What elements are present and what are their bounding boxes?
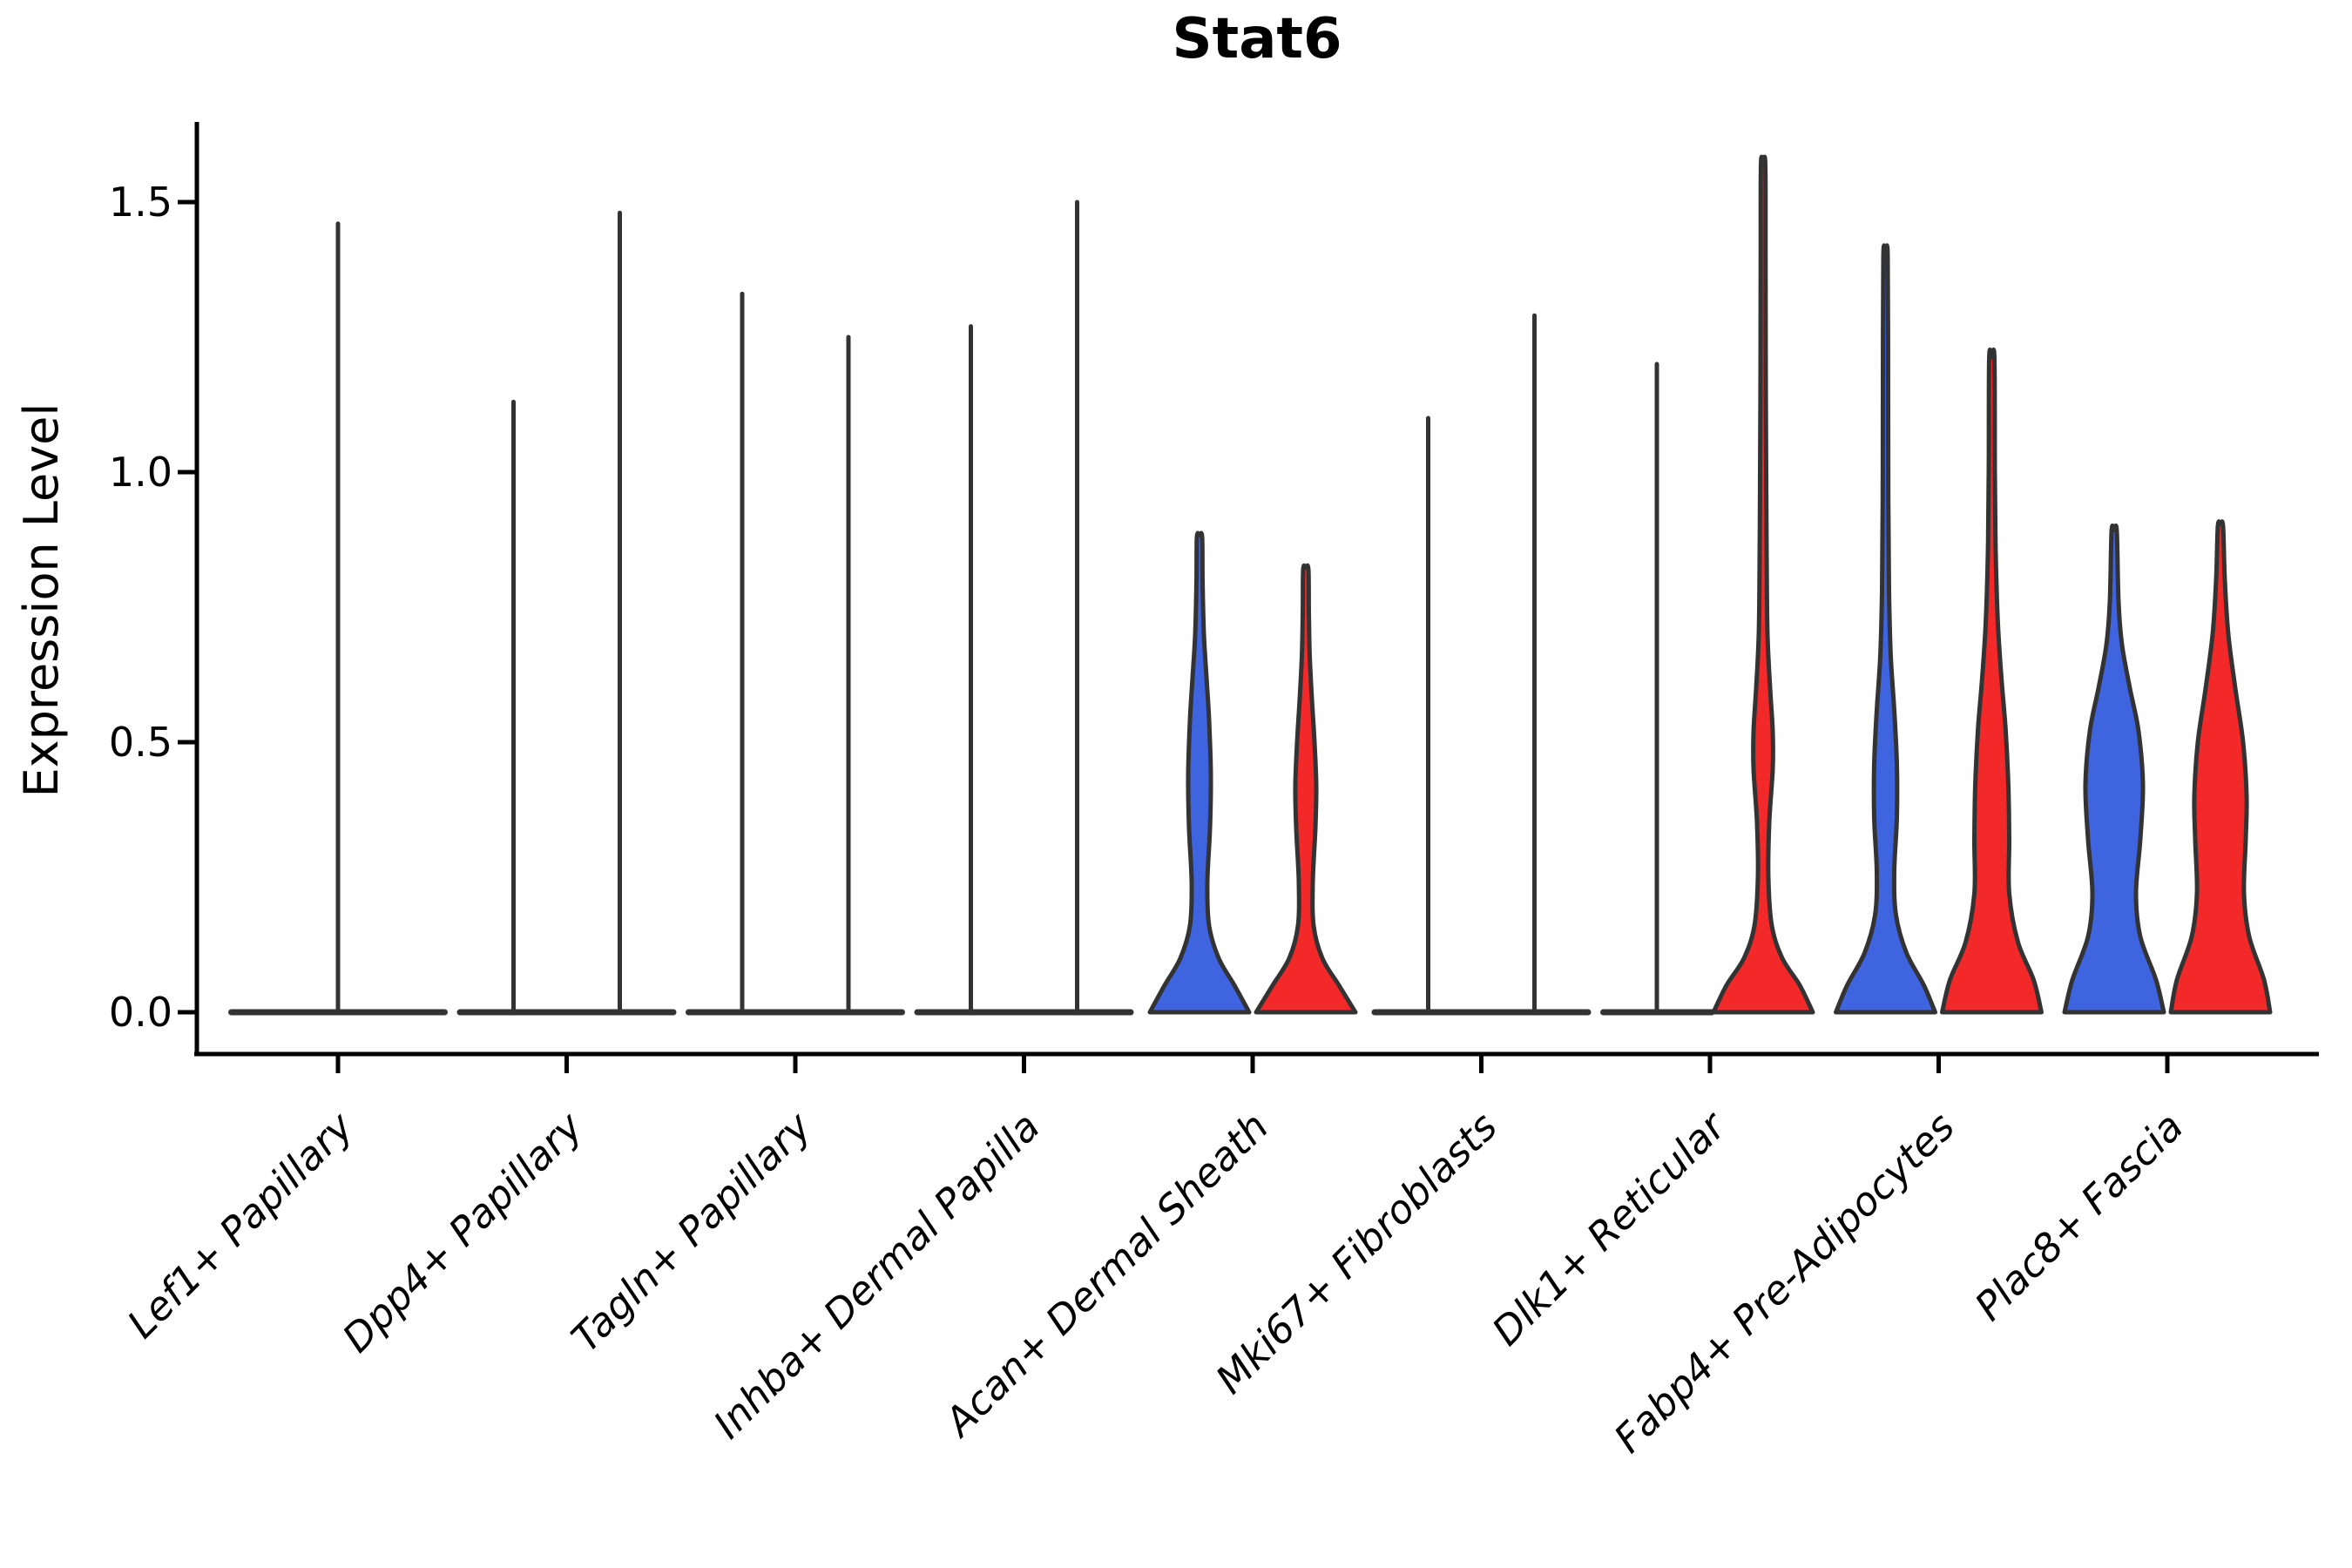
y-tick-label: 1.0 — [108, 449, 172, 496]
violin-red — [2168, 519, 2273, 1015]
violin-blue — [2062, 524, 2166, 1015]
y-tick-label: 0.0 — [108, 989, 172, 1036]
violin-blue — [1834, 243, 1937, 1015]
chart-title: Stat6 — [1172, 7, 1342, 71]
violin-red — [1711, 154, 1815, 1015]
y-tick-label: 0.5 — [108, 719, 172, 766]
y-axis-label: Expression Level — [14, 402, 69, 798]
violin-red — [1940, 347, 2044, 1015]
violin-red — [1254, 563, 1358, 1015]
y-tick-label: 1.5 — [108, 179, 172, 226]
violin-blue — [1147, 531, 1252, 1015]
